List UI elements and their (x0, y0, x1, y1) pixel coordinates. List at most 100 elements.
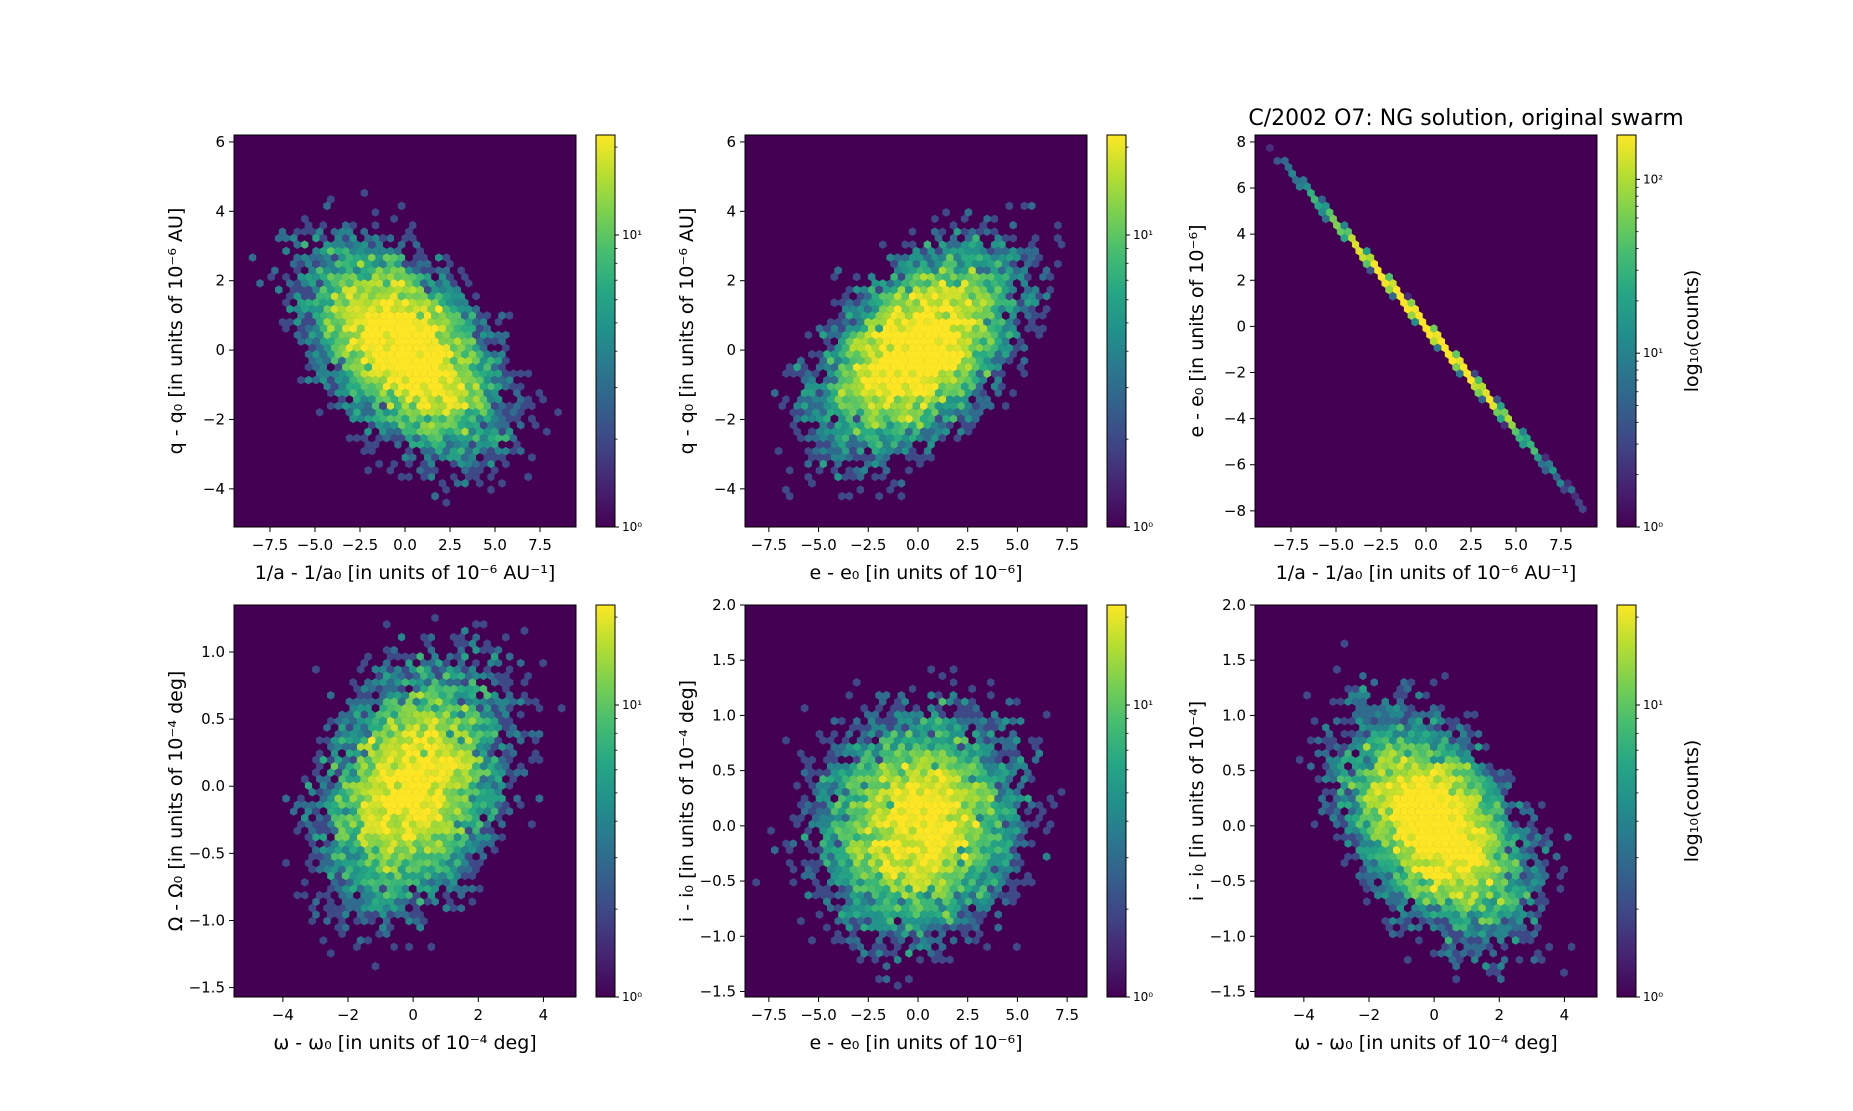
hexbin-cells (745, 150, 1087, 527)
hexbin-cell (789, 826, 798, 836)
hexbin-cell (353, 684, 361, 694)
hexbin-cell (401, 652, 410, 661)
hexbin-cell (838, 832, 846, 842)
hexbin-cell (345, 839, 354, 848)
hexbin-cell (994, 349, 1002, 359)
hexbin-cell (516, 710, 525, 719)
hexbin-cell (949, 897, 958, 907)
hexbin-cell (394, 794, 402, 803)
hexbin-cell (983, 227, 991, 237)
hexbin-cell (867, 440, 876, 449)
hexbin-cell (360, 433, 369, 443)
hexbin-cell (875, 794, 883, 803)
hexbin-cell (304, 832, 313, 842)
hexbin-cell (1448, 356, 1457, 366)
y-tick-label: 4 (1236, 225, 1246, 243)
hexbin-cell (849, 852, 857, 861)
hexbin-cell (972, 871, 980, 881)
hexbin-cell (879, 903, 887, 913)
hexbin-cell (975, 723, 984, 732)
hexbin-cell (823, 427, 831, 437)
hexbin-cell (334, 233, 343, 243)
hexbin-cell (341, 755, 350, 765)
hexbin-cell (972, 414, 980, 424)
hexbin-cell (860, 729, 868, 739)
hexbin-cell (312, 819, 320, 829)
hexbin-cell (308, 227, 316, 237)
hexbin-cell (1039, 311, 1047, 320)
hexbin-cell (516, 356, 525, 366)
hexbin-cell (871, 330, 880, 340)
hexbin-cell (341, 143, 350, 153)
hexbin-cell (375, 240, 383, 249)
hexbin-cell (301, 761, 309, 771)
hexbin-cell (968, 356, 976, 366)
hexbin-cell (938, 929, 947, 939)
hexbin-cell (468, 453, 477, 462)
hexbin-cell (957, 375, 965, 385)
hexbin-cell (479, 343, 488, 353)
hexbin-cell (382, 369, 391, 378)
hexbin-cell (987, 884, 995, 894)
hexbin-cell (1031, 259, 1040, 269)
hexbin-cell (341, 871, 350, 881)
hexbin-cell (812, 710, 820, 719)
hexbin-cell (368, 903, 376, 913)
hexbin-cell (882, 819, 891, 829)
hexbin-cell (901, 459, 909, 469)
hexbin-cell (245, 259, 253, 269)
hexbin-cell (852, 755, 861, 765)
hexbin-cell (1575, 498, 1583, 507)
hexbin-cell (946, 446, 954, 456)
hexbin-cell (916, 749, 924, 758)
hexbin-cell (550, 936, 559, 945)
hexbin-cell (453, 652, 462, 661)
hexbin-cell (771, 897, 779, 907)
hexbin-cell (972, 742, 980, 752)
hexbin-cell (282, 936, 290, 945)
hexbin-cell (841, 279, 850, 288)
hexbin-cell (990, 214, 999, 224)
hexbin-cell (949, 690, 958, 700)
hexbin-cell (487, 433, 495, 443)
hexbin-cell (461, 427, 469, 437)
hexbin-cell (330, 903, 339, 913)
hexbin-cell (804, 800, 813, 810)
hexbin-cell (408, 974, 417, 984)
hexbin-cell (1474, 388, 1483, 398)
hexbin-cell (476, 768, 484, 778)
hexbin-cell (416, 703, 424, 713)
hexbin-cell (412, 826, 421, 836)
hexbin-cell (975, 826, 984, 836)
hexbin-cell (420, 330, 428, 340)
hexbin-cell (1020, 279, 1029, 288)
hexbin-cell (845, 466, 854, 475)
hexbin-cell (397, 382, 406, 391)
hexbin-cell (774, 916, 783, 926)
hexbin-cell (953, 813, 962, 823)
y-tick-label: −6 (1224, 456, 1246, 474)
x-tick-label: −2.5 (1363, 536, 1399, 554)
hexbin-cell (412, 620, 421, 629)
hexbin-cell (871, 774, 880, 784)
hexbin-cell (975, 800, 984, 810)
hexbin-cell (382, 749, 391, 758)
hexbin-cell (1340, 220, 1349, 230)
hexbin-cell (505, 703, 514, 713)
hexbin-cell (1005, 813, 1014, 823)
hexbin-cell (778, 414, 786, 424)
hexbin-cell (308, 317, 316, 327)
hexbin-cell (860, 871, 868, 881)
hexbin-cell (364, 897, 372, 907)
hexbin-cell (1013, 330, 1021, 340)
hexbin-cell (431, 285, 439, 295)
hexbin-cell (364, 781, 372, 790)
hexbin-cell (934, 440, 943, 449)
hexbin-cell (472, 800, 480, 810)
hexbin-cell (476, 807, 484, 816)
hexbin-cell (826, 395, 835, 404)
hexbin-cell (397, 749, 406, 758)
hexbin-cell (1571, 491, 1580, 501)
hexbin-cell (304, 195, 313, 204)
hexbin-cell (520, 375, 529, 385)
